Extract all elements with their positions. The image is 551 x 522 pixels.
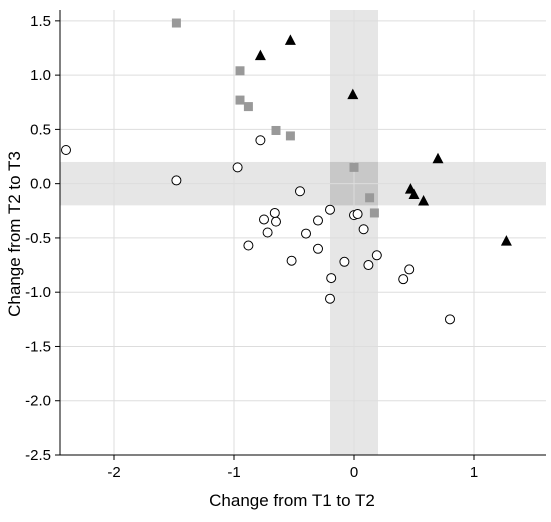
square-point <box>285 131 295 141</box>
y-tick-label: 0.0 <box>30 176 51 193</box>
triangle-point <box>418 195 430 206</box>
triangle-point <box>500 235 512 246</box>
circle-point <box>326 273 337 284</box>
x-tick-label: 1 <box>470 464 478 481</box>
circle-point <box>269 207 280 218</box>
circle-point <box>232 162 243 173</box>
square-point <box>365 193 375 203</box>
circle-point <box>61 145 71 156</box>
circle-point <box>255 135 266 146</box>
circle-point <box>371 250 382 261</box>
circle-point <box>398 274 409 285</box>
square-point <box>349 162 359 172</box>
circle-point <box>286 255 297 266</box>
triangle-point <box>347 88 359 100</box>
circle-point <box>259 214 269 225</box>
triangle-point <box>432 152 444 164</box>
y-tick-label: -1.5 <box>25 338 51 355</box>
circle-point <box>313 243 323 254</box>
y-tick-label: 1.5 <box>30 13 51 30</box>
triangle-point <box>284 34 296 45</box>
y-tick-label: -1.0 <box>25 284 51 301</box>
square-point <box>243 102 253 112</box>
circle-point <box>171 175 182 186</box>
x-axis-title: Change from T1 to T2 <box>209 491 375 510</box>
x-tick-label: -2 <box>107 464 120 481</box>
circle-point <box>243 240 254 251</box>
y-tick-label: -2.5 <box>25 447 51 464</box>
y-axis-title: Change from T2 to T3 <box>5 151 24 317</box>
circle-point <box>363 260 374 271</box>
circle-point <box>352 209 363 220</box>
circle-point <box>325 204 335 215</box>
x-tick-label: 0 <box>350 464 358 481</box>
y-tick-label: 0.5 <box>30 121 51 138</box>
tick-labels: 1.5 1.0 0.5 0.0 -0.5 -1.0 -1.5 -2.0 -2.5 -2 -1 0 1 <box>25 13 478 481</box>
square-point <box>235 95 245 105</box>
y-tick-label: -2.0 <box>25 393 51 410</box>
y-tick-label: 1.0 <box>30 67 51 84</box>
triangle-point <box>254 49 266 61</box>
square-point <box>171 18 181 28</box>
square-point <box>271 125 281 135</box>
circle-point <box>301 228 311 239</box>
x-tick-label: -1 <box>227 464 240 481</box>
circle-point <box>339 256 350 267</box>
triangle-point <box>408 188 420 200</box>
circle-point <box>445 314 455 325</box>
circle-point <box>271 216 281 227</box>
circle-point <box>358 224 369 235</box>
square-point <box>369 208 379 218</box>
data-points <box>61 18 512 325</box>
axes <box>55 10 546 460</box>
circle-point <box>325 293 335 304</box>
circle-point <box>262 227 273 238</box>
circle-point <box>404 264 415 275</box>
y-tick-label: -0.5 <box>25 230 51 247</box>
circle-point <box>313 215 323 226</box>
square-point <box>235 66 245 76</box>
circle-point <box>295 186 305 197</box>
